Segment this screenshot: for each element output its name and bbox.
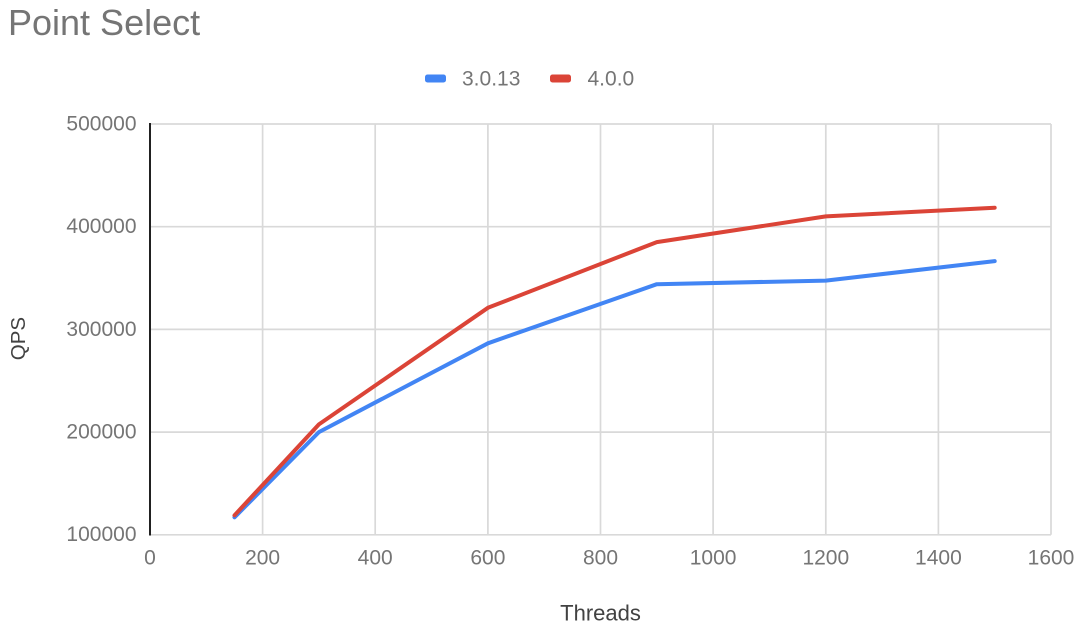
svg-text:Point Select: Point Select bbox=[8, 2, 200, 43]
svg-text:Threads: Threads bbox=[560, 601, 641, 625]
svg-text:400000: 400000 bbox=[66, 215, 136, 238]
svg-text:600: 600 bbox=[470, 547, 505, 570]
svg-text:1200: 1200 bbox=[802, 547, 849, 570]
svg-text:300000: 300000 bbox=[66, 318, 136, 341]
svg-text:200000: 200000 bbox=[66, 421, 136, 444]
svg-text:500000: 500000 bbox=[66, 112, 136, 135]
svg-text:4.0.0: 4.0.0 bbox=[588, 68, 635, 91]
svg-text:0: 0 bbox=[144, 547, 156, 570]
svg-text:1400: 1400 bbox=[915, 547, 962, 570]
svg-text:400: 400 bbox=[358, 547, 393, 570]
svg-text:200: 200 bbox=[245, 547, 280, 570]
svg-text:1000: 1000 bbox=[690, 547, 737, 570]
svg-text:QPS: QPS bbox=[7, 317, 30, 360]
svg-text:800: 800 bbox=[583, 547, 618, 570]
svg-text:3.0.13: 3.0.13 bbox=[462, 68, 520, 91]
svg-text:100000: 100000 bbox=[66, 523, 136, 546]
svg-text:1600: 1600 bbox=[1028, 547, 1075, 570]
